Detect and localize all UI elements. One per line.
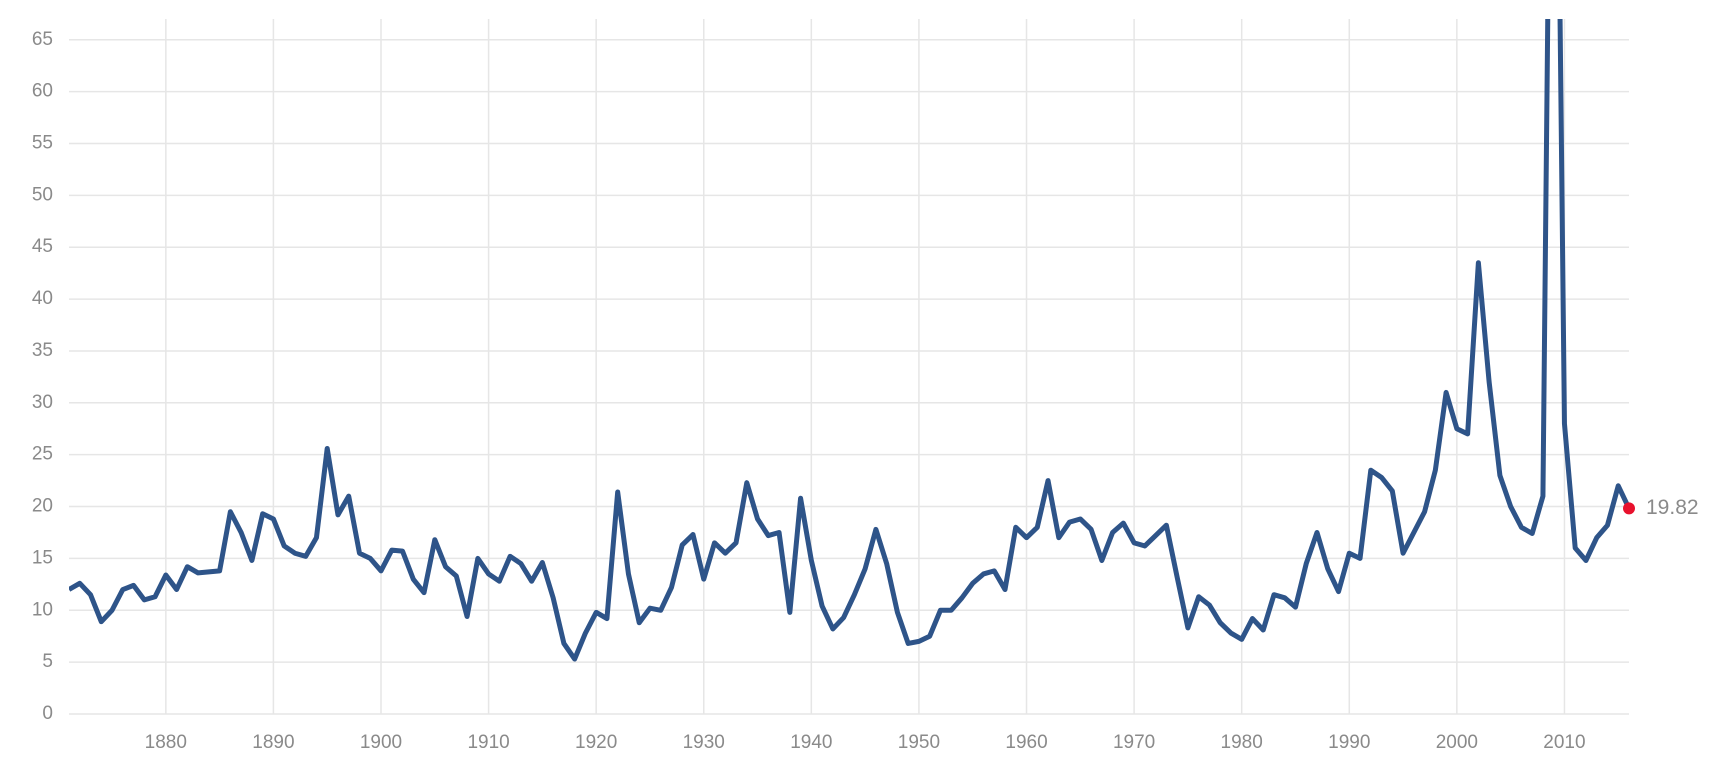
last-value-label: 19.82 [1646,496,1699,519]
x-tick-label: 1890 [252,732,294,753]
data-line [69,19,1632,662]
x-tick-label: 1970 [1113,732,1155,753]
y-tick-label: 35 [32,340,53,361]
y-tick-label: 55 [32,132,53,153]
y-tick-label: 10 [32,599,53,620]
x-tick-label: 1920 [575,732,617,753]
x-tick-label: 2010 [1543,732,1585,753]
x-tick-label: 2000 [1436,732,1478,753]
y-tick-label: 5 [42,651,53,672]
x-tick-label: 1900 [360,732,402,753]
y-tick-label: 60 [32,81,53,102]
x-tick-label: 1930 [683,732,725,753]
y-tick-label: 40 [32,288,53,309]
x-tick-label: 1950 [898,732,940,753]
y-tick-label: 15 [32,547,53,568]
y-tick-label: 45 [32,236,53,257]
x-tick-label: 1880 [145,732,187,753]
x-tick-label: 1960 [1005,732,1047,753]
y-tick-label: 30 [32,392,53,413]
y-tick-label: 0 [42,703,53,724]
x-tick-label: 1910 [467,732,509,753]
y-tick-label: 25 [32,444,53,465]
x-tick-label: 1980 [1221,732,1263,753]
y-tick-label: 50 [32,184,53,205]
x-tick-label: 1990 [1328,732,1370,753]
y-tick-label: 20 [32,496,53,517]
x-tick-label: 1940 [790,732,832,753]
last-point [1623,502,1635,515]
y-tick-label: 65 [32,29,53,50]
